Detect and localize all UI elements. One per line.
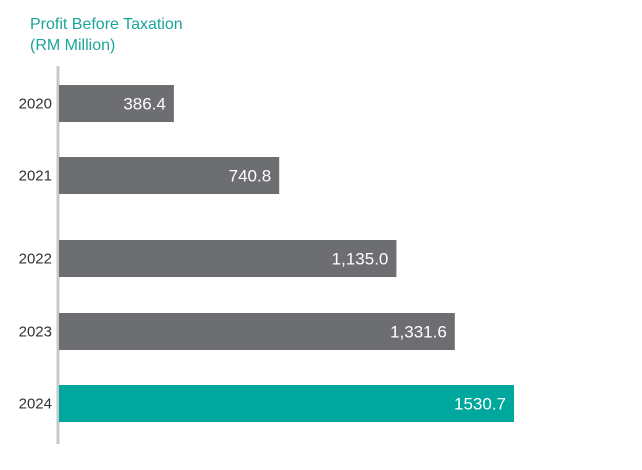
data-label-2020: 386.4 bbox=[123, 95, 166, 114]
tick-label-2021: 2021 bbox=[19, 168, 52, 185]
chart-title: Profit Before Taxation bbox=[30, 16, 183, 33]
data-label-2022: 1,135.0 bbox=[332, 250, 389, 269]
tick-label-2024: 2024 bbox=[19, 396, 52, 413]
bar-2021 bbox=[59, 157, 280, 194]
tick-label-2020: 2020 bbox=[19, 96, 52, 113]
tick-label-2022: 2022 bbox=[19, 251, 52, 268]
data-label-2021: 740.8 bbox=[229, 167, 272, 186]
bar-2024 bbox=[59, 385, 514, 422]
chart-title-block: Profit Before Taxation (RM Million) bbox=[30, 14, 183, 56]
bars-layer: 2020 386.4 2021 740.8 2022 1,135.0 2023 1,331.6… bbox=[19, 85, 514, 422]
tick-label-2023: 2023 bbox=[19, 324, 52, 341]
bar-2023 bbox=[59, 313, 455, 350]
bar-2020 bbox=[59, 85, 174, 122]
bar-2022 bbox=[59, 240, 397, 277]
chart-subtitle: (RM Million) bbox=[30, 37, 116, 54]
data-label-2024: 1530.7 bbox=[454, 395, 506, 414]
data-label-2023: 1,331.6 bbox=[390, 323, 447, 342]
